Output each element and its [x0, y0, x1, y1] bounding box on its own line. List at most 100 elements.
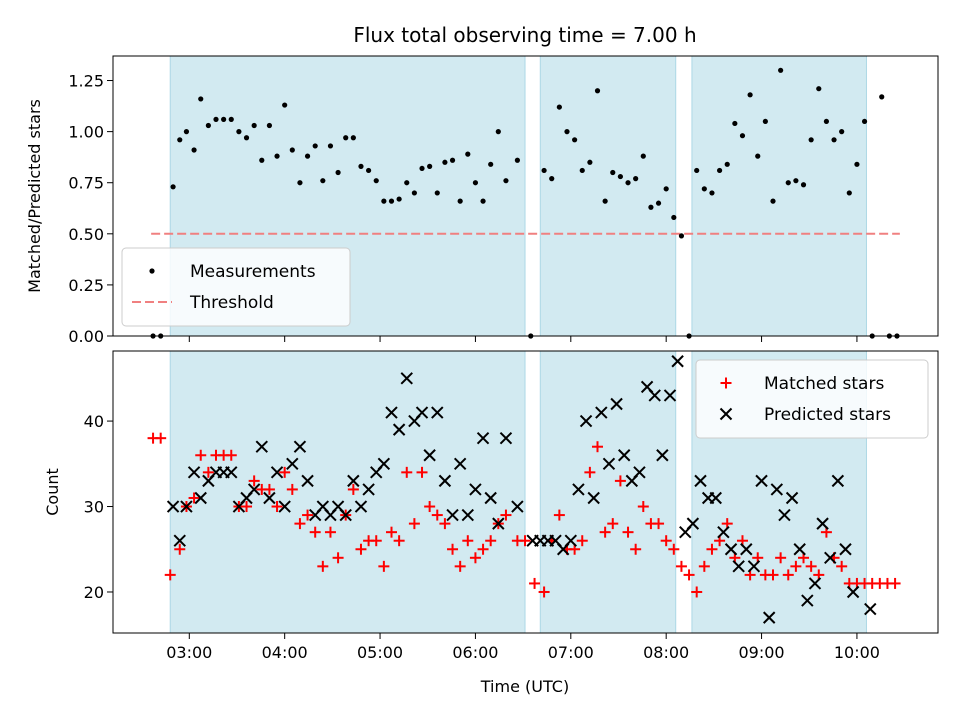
data-point — [706, 543, 718, 555]
counts-legend: Matched stars Predicted stars — [695, 359, 929, 439]
data-point — [424, 501, 436, 513]
data-point — [618, 449, 631, 462]
counts-plot-frame — [112, 350, 939, 634]
data-point — [716, 167, 723, 174]
data-point — [362, 483, 375, 496]
data-point — [472, 180, 479, 186]
data-point — [595, 406, 608, 419]
data-point — [173, 534, 186, 547]
data-point — [717, 525, 730, 539]
legend-entry: Threshold — [132, 293, 274, 313]
x-tick-label: 05:00 — [357, 643, 403, 662]
data-point — [785, 491, 799, 505]
data-point — [879, 94, 885, 100]
data-point — [177, 137, 183, 143]
data-point — [282, 102, 288, 108]
data-point — [793, 178, 799, 184]
data-point — [335, 169, 341, 176]
data-point — [465, 151, 471, 157]
observing-window-band — [539, 55, 677, 337]
x-tick-label: 09:00 — [739, 643, 785, 662]
data-point — [188, 492, 200, 504]
y-tick-label: 1.00 — [68, 123, 104, 142]
data-point — [221, 116, 227, 122]
data-point — [286, 457, 299, 471]
data-point — [266, 122, 273, 129]
data-point — [678, 233, 685, 239]
data-point — [202, 466, 214, 478]
data-point — [660, 535, 672, 547]
data-point — [293, 440, 307, 453]
data-point — [449, 157, 456, 163]
data-point — [385, 406, 398, 419]
data-point — [416, 466, 428, 478]
data-point — [816, 86, 822, 92]
data-point — [304, 153, 311, 159]
data-point — [640, 153, 646, 159]
data-point — [438, 474, 452, 488]
data-point — [617, 173, 623, 180]
data-point — [194, 491, 207, 505]
legend-label: Measurements — [190, 262, 316, 282]
data-point — [861, 118, 868, 125]
data-point — [579, 167, 585, 174]
data-point — [633, 176, 639, 182]
data-point — [312, 143, 318, 149]
data-point — [663, 389, 677, 402]
legend-entry: Matched stars — [720, 374, 884, 394]
data-point — [347, 483, 359, 495]
legend-box — [121, 247, 351, 327]
data-point — [270, 466, 284, 479]
data-point — [225, 466, 238, 479]
x-tick-label: 03:00 — [166, 643, 212, 662]
legend-marker — [149, 268, 155, 274]
data-point — [236, 129, 242, 135]
legend-label: Matched stars — [764, 374, 884, 394]
data-point — [671, 214, 677, 221]
data-point — [724, 543, 738, 556]
data-point — [415, 406, 429, 419]
data-point — [228, 116, 234, 122]
series-measurements — [150, 67, 900, 339]
data-point — [392, 423, 406, 436]
data-point — [373, 178, 379, 184]
data-point — [675, 560, 687, 572]
ratio-y-ticks: 0.00 0.25 0.50 0.75 1.00 1.25 — [68, 72, 113, 346]
data-point — [243, 135, 250, 141]
y-tick-label: 30 — [84, 498, 104, 517]
data-point — [732, 560, 745, 573]
data-point — [653, 518, 665, 530]
data-point — [164, 569, 176, 581]
data-point — [816, 517, 829, 530]
data-point — [889, 577, 901, 589]
data-point — [602, 198, 608, 204]
counts-x-ticks: 03:00 04:00 05:00 06:00 07:00 08:00 09:00 10:00 — [166, 633, 880, 662]
data-point — [251, 122, 257, 129]
data-point — [400, 372, 413, 385]
data-point — [854, 161, 860, 167]
data-point — [370, 535, 382, 547]
data-point — [170, 184, 176, 190]
data-point — [698, 560, 710, 572]
data-point — [180, 500, 193, 513]
data-point — [354, 500, 368, 513]
data-point — [633, 466, 646, 479]
data-point — [454, 560, 466, 572]
data-point — [302, 509, 314, 521]
data-point — [263, 483, 275, 495]
data-point — [610, 397, 623, 411]
counts-y-axis-label: Count — [43, 468, 62, 516]
data-point — [241, 501, 253, 513]
data-point — [519, 535, 531, 547]
counts-series — [147, 355, 901, 624]
data-point — [709, 491, 722, 505]
data-point — [278, 500, 291, 513]
data-point — [477, 543, 489, 555]
data-point — [790, 560, 802, 572]
data-point — [174, 543, 186, 555]
data-point — [294, 518, 306, 530]
data-point — [801, 594, 814, 607]
data-point — [683, 569, 695, 581]
data-point — [602, 457, 616, 471]
measurements-series — [150, 67, 900, 339]
